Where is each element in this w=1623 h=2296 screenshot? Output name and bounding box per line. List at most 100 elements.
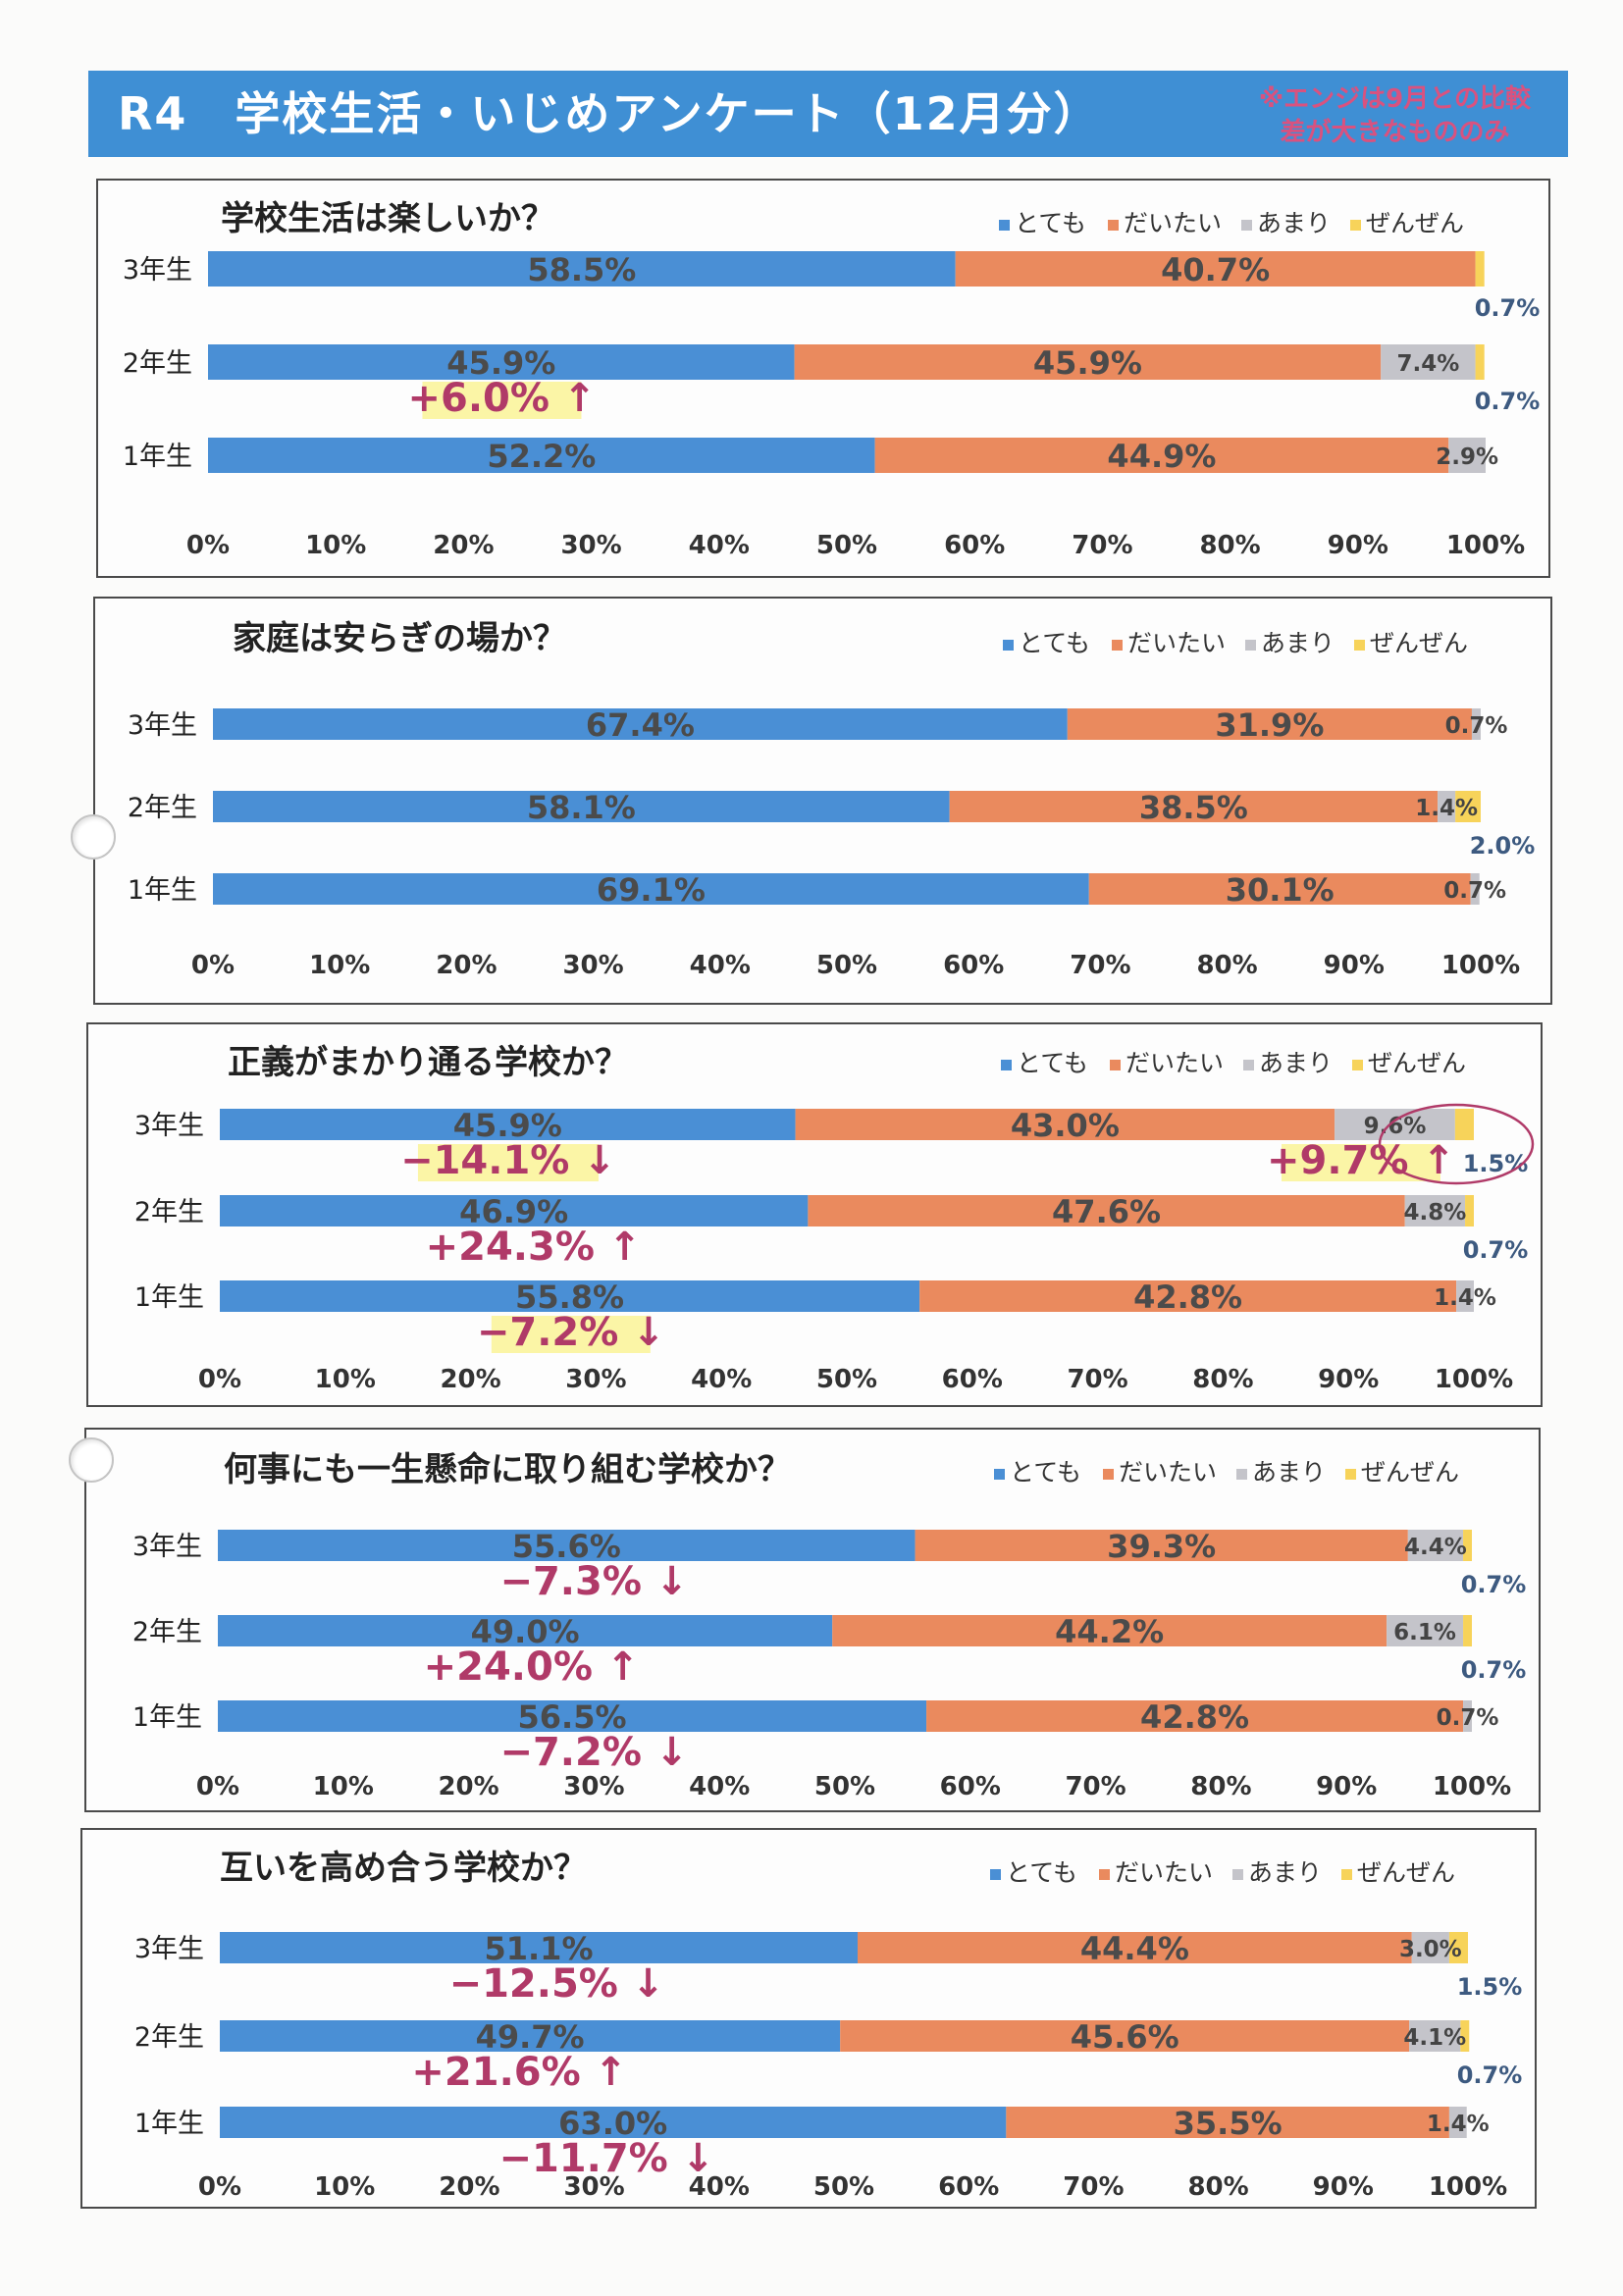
bar-segment-amari: [1411, 1932, 1449, 1963]
x-tick-label: 90%: [1318, 1365, 1379, 1394]
chart-1: 学校生活は楽しいか？ とても だいたい あまり ぜんぜん 3年生 58.5% 40.7% 0.7…: [123, 199, 1541, 560]
page-header: R4 学校生活・いじめアンケート（12月分） ※エンジは9月との比較 差が大きな…: [88, 71, 1568, 157]
data-label-totemo: 49.0%: [471, 1613, 580, 1650]
data-label-totemo: 49.7%: [476, 2018, 585, 2056]
legend-swatch-amari: [1236, 1469, 1247, 1480]
chart-title: 正義がまかり通る学校か？: [228, 1043, 628, 1082]
legend-label-totemo: とても: [1010, 1458, 1081, 1487]
bar-segment-zenzen: [1448, 1932, 1468, 1963]
x-tick-label: 0%: [198, 1365, 241, 1394]
legend-label-amari: あまり: [1257, 209, 1331, 237]
x-tick-label: 30%: [563, 2172, 624, 2202]
x-tick-label: 30%: [560, 531, 621, 560]
legend-swatch-totemo: [1001, 1060, 1012, 1070]
category-label: 2年生: [132, 1617, 202, 1647]
data-label-daitai: 35.5%: [1174, 2105, 1283, 2142]
bar-segment-amari: [1387, 1615, 1464, 1646]
legend-label-amari: あまり: [1248, 1858, 1322, 1887]
x-tick-label: 70%: [1070, 951, 1130, 980]
bar-segment-totemo: [213, 708, 1068, 740]
bar-segment-zenzen: [1454, 1109, 1474, 1140]
x-tick-label: 40%: [689, 531, 750, 560]
category-label: 3年生: [132, 1532, 202, 1562]
bar-segment-daitai: [794, 344, 1382, 380]
bar-segment-daitai: [919, 1280, 1457, 1312]
bar-segment-daitai: [874, 438, 1449, 473]
change-annotation: −14.1% ↓: [400, 1138, 616, 1183]
category-label: 2年生: [134, 2022, 204, 2053]
x-tick-label: 90%: [1324, 951, 1385, 980]
chart-3: 正義がまかり通る学校か？ とても だいたい あまり ぜんぜん 3年生 45.9% 43.0% 9…: [134, 1043, 1535, 1394]
bar-segment-totemo: [218, 1700, 927, 1732]
data-label-daitai: 42.8%: [1133, 1278, 1242, 1316]
chart-panel-5: 互いを高め合う学校か？ とても だいたい あまり ぜんぜん 3年生 51.1% 44.4% 3.…: [80, 1828, 1537, 2209]
bar-segment-zenzen: [1463, 1615, 1472, 1646]
data-label-totemo: 63.0%: [558, 2105, 667, 2142]
x-tick-label: 60%: [943, 951, 1004, 980]
x-tick-label: 80%: [1199, 531, 1260, 560]
data-label-amari: 1.4%: [1434, 1285, 1496, 1311]
x-tick-label: 50%: [816, 951, 877, 980]
data-label-zenzen: 0.7%: [1457, 2061, 1523, 2089]
data-label-zenzen: 0.7%: [1475, 388, 1541, 415]
x-tick-label: 90%: [1316, 1772, 1377, 1801]
data-label-amari: 3.0%: [1399, 1937, 1462, 1962]
bar-segment-daitai: [832, 1615, 1387, 1646]
category-label: 1年生: [123, 442, 192, 472]
bar-segment-totemo: [218, 1530, 916, 1561]
data-label-amari: 2.9%: [1436, 444, 1498, 470]
chart-title: 学校生活は楽しいか？: [221, 199, 554, 238]
data-label-daitai: 44.9%: [1107, 438, 1216, 475]
data-label-daitai: 44.2%: [1055, 1613, 1164, 1650]
x-tick-label: 0%: [198, 2172, 241, 2202]
x-tick-label: 90%: [1328, 531, 1388, 560]
data-label-totemo: 45.9%: [446, 344, 555, 382]
change-annotation: −12.5% ↓: [449, 1961, 665, 2007]
data-label-amari: 7.4%: [1397, 351, 1460, 377]
legend-swatch-zenzen: [1354, 640, 1365, 651]
x-tick-label: 20%: [436, 951, 497, 980]
bar-segment-daitai: [949, 791, 1439, 822]
x-tick-label: 10%: [315, 1365, 376, 1394]
bar-segment-amari: [1448, 2107, 1467, 2138]
bar-segment-amari: [1470, 873, 1480, 905]
bar-segment-zenzen: [1455, 791, 1481, 822]
annotation-highlight: [491, 1316, 651, 1353]
annotation-highlight: [417, 1144, 599, 1181]
header-note-line: ※エンジは9月との比較: [1258, 84, 1531, 114]
data-label-amari: 4.8%: [1403, 1200, 1466, 1226]
x-tick-label: 40%: [689, 2172, 750, 2202]
data-label-zenzen: 0.7%: [1463, 1236, 1529, 1264]
data-label-daitai: 44.4%: [1080, 1930, 1189, 1967]
change-annotation: +24.0% ↑: [424, 1644, 640, 1690]
x-tick-label: 10%: [305, 531, 366, 560]
category-label: 2年生: [128, 793, 197, 823]
data-label-daitai: 43.0%: [1011, 1107, 1120, 1144]
legend-label-daitai: だいたい: [1124, 209, 1222, 237]
x-tick-label: 30%: [565, 1365, 626, 1394]
data-label-amari: 1.4%: [1427, 2112, 1490, 2137]
legend-swatch-zenzen: [1345, 1469, 1356, 1480]
bar-segment-zenzen: [1475, 344, 1485, 380]
legend-label-amari: あまり: [1259, 1049, 1333, 1077]
legend-label-totemo: とても: [1006, 1858, 1077, 1887]
category-label: 3年生: [134, 1111, 204, 1141]
bar-segment-totemo: [218, 1615, 833, 1646]
bar-segment-daitai: [840, 2020, 1410, 2052]
legend-label-amari: あまり: [1252, 1458, 1326, 1487]
chart-panel-4: 何事にも一生懸命に取り組む学校か？ とても だいたい あまり ぜんぜん 3年生 55.6% 3…: [84, 1428, 1541, 1812]
legend-swatch-amari: [1232, 1869, 1243, 1880]
legend-swatch-totemo: [990, 1869, 1001, 1880]
bar-segment-daitai: [1088, 873, 1471, 905]
data-label-totemo: 58.1%: [527, 789, 636, 826]
punch-hole: [69, 1437, 114, 1483]
x-tick-label: 0%: [186, 531, 230, 560]
bar-segment-daitai: [915, 1530, 1408, 1561]
data-label-amari: 0.7%: [1443, 878, 1506, 904]
x-tick-label: 20%: [433, 531, 494, 560]
legend-label-amari: あまり: [1261, 629, 1335, 657]
x-tick-label: 100%: [1429, 2172, 1507, 2202]
bar-segment-amari: [1438, 791, 1456, 822]
bar-segment-totemo: [208, 438, 875, 473]
data-label-daitai: 45.9%: [1033, 344, 1142, 382]
